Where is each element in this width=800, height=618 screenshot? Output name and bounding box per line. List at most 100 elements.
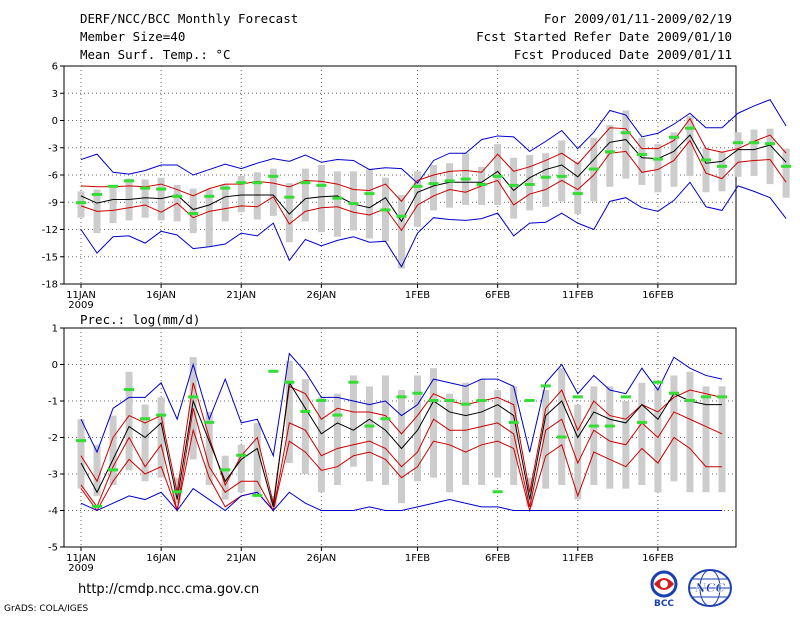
box-bar xyxy=(446,163,454,208)
observed-mark xyxy=(236,181,247,185)
observed-mark xyxy=(252,493,263,497)
box-bar xyxy=(189,188,197,234)
box-bar xyxy=(702,147,710,193)
observed-mark xyxy=(540,175,551,179)
y-tick-label: -5 xyxy=(48,543,58,554)
series-line-upper-percentile xyxy=(80,382,723,504)
grads-credit: GrADS: COLA/IGES xyxy=(4,604,89,614)
x-tick-label: 16FEB xyxy=(642,553,674,564)
observed-mark xyxy=(460,402,471,406)
observed-mark xyxy=(604,150,615,154)
observed-mark xyxy=(572,192,583,196)
series-line-ensemble-median xyxy=(80,381,722,507)
series-line-lower-percentile-2 xyxy=(80,428,722,513)
observed-mark xyxy=(332,413,343,417)
box-bar xyxy=(125,371,133,471)
box-bar xyxy=(253,422,261,496)
observed-mark xyxy=(652,157,663,161)
box-bar xyxy=(141,179,149,218)
observed-mark xyxy=(588,167,599,171)
observed-mark xyxy=(300,181,311,185)
observed-mark xyxy=(284,380,295,384)
x-tick-label: 11JAN xyxy=(66,553,96,564)
observed-mark xyxy=(524,182,535,186)
series-line-ensemble-max xyxy=(80,352,723,458)
box-bar xyxy=(558,368,566,485)
box-bar xyxy=(718,386,726,493)
box-bar xyxy=(606,386,614,489)
box-bar xyxy=(462,382,470,485)
box-bar xyxy=(205,189,213,247)
x-tick-label: 16FEB xyxy=(642,290,674,301)
observed-mark xyxy=(364,424,375,428)
bcc-logo-text: BCC xyxy=(654,599,674,608)
observed-mark xyxy=(172,194,183,198)
x-tick-label: 6FEB xyxy=(485,553,510,564)
observed-mark xyxy=(636,153,647,157)
observed-mark xyxy=(781,164,792,168)
box-bar xyxy=(478,379,486,485)
observed-mark xyxy=(636,420,647,424)
observed-mark xyxy=(204,194,215,198)
x-year-label: 2009 xyxy=(68,563,93,574)
box-bar xyxy=(349,375,357,467)
y-tick-label: -12 xyxy=(42,225,58,236)
source-url[interactable]: http://cmdp.ncc.cma.gov.cn xyxy=(78,582,260,597)
observed-mark xyxy=(652,380,663,384)
observed-mark xyxy=(108,468,119,472)
observed-mark xyxy=(492,490,503,494)
box-bar xyxy=(365,386,373,482)
chart-title: DERF/NCC/BCC Monthly Forecast xyxy=(80,11,299,26)
box-bar xyxy=(221,184,229,222)
observed-mark xyxy=(428,182,439,186)
series-line-ensemble-min xyxy=(80,487,722,512)
y-tick-label: 0 xyxy=(52,116,58,127)
box-bar xyxy=(253,172,261,220)
box-bar xyxy=(590,386,598,485)
bcc-logo: BCC xyxy=(650,570,678,608)
observed-mark xyxy=(76,439,86,443)
observed-mark xyxy=(348,380,359,384)
observed-mark xyxy=(140,417,151,421)
series-line-lower-percentile xyxy=(80,139,787,232)
box-bar xyxy=(237,175,245,213)
observed-mark xyxy=(204,420,215,424)
box-bar xyxy=(333,171,341,237)
box-bar xyxy=(654,386,662,493)
y-tick-label: -4 xyxy=(48,506,58,517)
observed-mark xyxy=(765,142,776,146)
observed-mark xyxy=(156,187,167,191)
box-bar xyxy=(574,404,582,500)
box-bar xyxy=(317,165,325,233)
member-size-label: Member Size=40 xyxy=(80,29,186,44)
observed-mark xyxy=(540,384,551,388)
box-bar xyxy=(77,419,85,489)
y-tick-label: -1 xyxy=(48,397,58,408)
x-year-label: 2009 xyxy=(68,300,93,311)
observed-mark xyxy=(684,126,695,130)
box-bar xyxy=(670,375,678,482)
observed-mark xyxy=(124,179,135,183)
observed-mark xyxy=(332,196,343,200)
y-tick-label: -15 xyxy=(42,252,58,263)
observed-mark xyxy=(717,164,727,168)
y-tick-label: -2 xyxy=(48,433,58,444)
observed-mark xyxy=(733,141,744,145)
observed-mark xyxy=(668,391,679,395)
box-bar xyxy=(750,129,758,176)
x-tick-label: 6FEB xyxy=(485,290,510,301)
box-bar xyxy=(93,444,101,496)
observed-mark xyxy=(556,435,567,439)
box-bar xyxy=(574,161,582,215)
observed-mark xyxy=(460,177,471,181)
y-tick-label: 0 xyxy=(52,360,58,371)
box-bar xyxy=(510,157,518,219)
box-bar xyxy=(622,110,630,179)
box-bar xyxy=(670,132,678,187)
observed-mark xyxy=(188,212,199,216)
box-bar xyxy=(734,132,742,177)
observed-mark xyxy=(492,174,503,178)
x-tick-label: 26JAN xyxy=(306,553,336,564)
observed-mark xyxy=(252,181,263,185)
x-tick-label: 26JAN xyxy=(306,290,336,301)
